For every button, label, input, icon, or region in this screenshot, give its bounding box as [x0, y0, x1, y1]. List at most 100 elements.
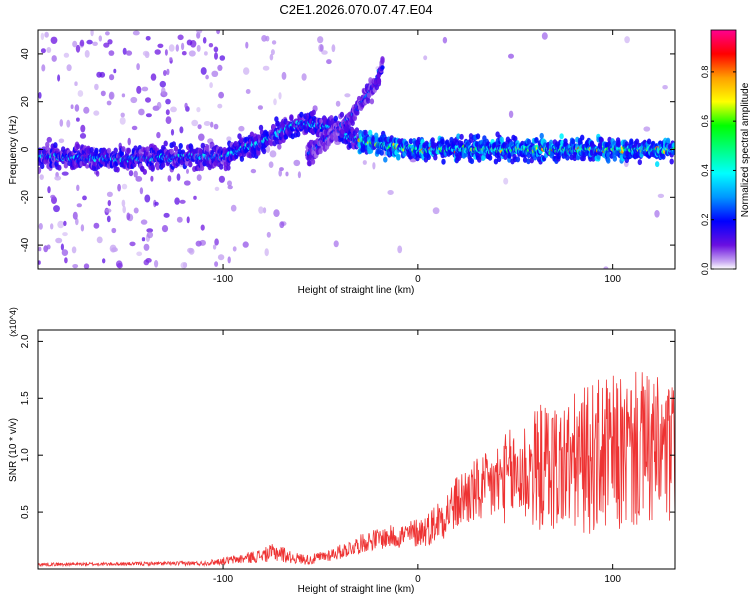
colorbar-label: Normalized spectral amplitude — [740, 82, 750, 217]
spectrogram-track-cell — [441, 158, 446, 165]
spectrogram-noise-cell — [109, 244, 117, 253]
spectrogram-noise-cell — [226, 136, 232, 142]
spectrogram-noise-cell — [195, 240, 202, 247]
spectrogram-noise-cell — [95, 170, 100, 177]
spectrogram-noise-cell — [186, 216, 190, 224]
spectrogram-track-cell — [233, 140, 238, 147]
spectrogram-noise-cell — [218, 175, 225, 183]
snr-panel: -100 0 100 0.5 1.0 1.5 2.0 Height of straight … — [8, 307, 676, 595]
spectrogram-noise-cell — [79, 133, 87, 139]
snr-xtick-label: -100 — [213, 574, 233, 585]
spectrogram-noise-cell — [119, 117, 126, 125]
spectrogram-noise-cell — [297, 171, 301, 179]
spectrogram-track-cell — [115, 166, 120, 173]
spectrogram-noise-cell — [273, 209, 280, 218]
spectrogram-noise-cell — [423, 55, 428, 61]
spectrogram-noise-cell — [219, 55, 226, 61]
spectrogram-track-cell — [669, 158, 674, 165]
spectrogram-noise-cell — [167, 175, 172, 182]
spectrogram-noise-cell — [257, 105, 263, 110]
spectrogram-noise-cell — [66, 64, 72, 72]
snr-ytick-label: 1.5 — [20, 391, 31, 405]
spectrogram-noise-cell — [217, 64, 223, 71]
spectrogram-noise-cell — [176, 216, 183, 223]
spectrogram-noise-cell — [76, 117, 80, 122]
spectrogram-track-cell — [258, 124, 264, 131]
spectrogram-track-cell — [269, 140, 274, 147]
spectrogram-noise-cell — [54, 175, 62, 181]
spectrogram-track-cell — [339, 111, 345, 118]
spectrogram-noise-cell — [442, 36, 448, 44]
spectrogram-noise-cell — [144, 194, 151, 203]
spectrogram-noise-cell — [111, 227, 117, 234]
spectrogram-noise-cell — [184, 102, 188, 109]
snr-xtick-label: 0 — [415, 574, 421, 585]
spectrogram-ytick-label: 0 — [20, 146, 31, 152]
spectrogram-noise-cell — [217, 103, 223, 109]
spectrogram-track-cell — [665, 137, 671, 144]
spectrogram-track-cell — [440, 138, 445, 145]
spectrogram-noise-cell — [196, 44, 201, 52]
spectrogram-noise-cell — [150, 175, 154, 182]
spectrogram-track-cell — [629, 138, 634, 145]
spectrogram-track-cell — [612, 155, 617, 162]
spectrogram-noise-cell — [38, 92, 42, 99]
colorbar-tick-label: 0.2 — [700, 213, 710, 226]
spectrogram-track-cell — [456, 133, 461, 140]
spectrogram-noise-cell — [271, 40, 277, 45]
spectrogram-track-cell — [333, 115, 338, 122]
spectrogram-noise-cell — [508, 53, 514, 59]
spectrogram-noise-cell — [232, 246, 237, 252]
spectrogram-noise-cell — [317, 36, 324, 44]
spectrogram-noise-cell — [281, 71, 287, 80]
spectrogram-track-cell — [354, 127, 360, 134]
spectrogram-noise-cell — [136, 63, 140, 71]
spectrogram-noise-cell — [38, 223, 43, 230]
spectrogram-track-cell — [637, 159, 642, 166]
spectrogram-noise-cell — [164, 49, 168, 56]
spectrogram-noise-cell — [64, 257, 68, 264]
spectrogram-noise-cell — [105, 208, 112, 213]
spectrogram-track-cell — [661, 153, 666, 160]
spectrogram-noise-cell — [121, 199, 126, 207]
spectrogram-noise-cell — [321, 50, 328, 55]
spectrogram-noise-cell — [80, 224, 85, 232]
spectrogram-noise-cell — [93, 110, 100, 116]
spectrogram-noise-cell — [209, 82, 213, 89]
spectrogram-track-cell — [634, 138, 640, 145]
spectrogram-noise-cell — [177, 34, 184, 41]
spectrogram-noise-cell — [270, 49, 275, 56]
spectrogram-noise-cell — [203, 121, 211, 126]
spectrogram-noise-cell — [57, 74, 61, 82]
spectrogram-track-cell — [318, 148, 323, 155]
spectrogram-noise-cell — [46, 136, 52, 143]
spectrogram-noise-cell — [245, 89, 251, 94]
spectrogram-noise-cell — [150, 73, 157, 81]
spectrogram-noise-cell — [278, 92, 282, 100]
spectrogram-noise-cell — [72, 40, 78, 48]
spectrogram-noise-cell — [76, 203, 83, 208]
spectrogram-noise-cell — [100, 90, 106, 97]
spectrogram-noise-cell — [227, 185, 233, 190]
spectrogram-track-cell — [169, 148, 174, 155]
spectrogram-noise-cell — [106, 191, 113, 197]
spectrogram-noise-cell — [654, 210, 660, 218]
spectrogram-noise-cell — [188, 248, 195, 255]
spectrogram-noise-cell — [186, 39, 193, 46]
spectrogram-noise-cell — [117, 183, 121, 192]
spectrogram-track-cell — [599, 137, 604, 144]
spectrogram-track-cell — [529, 157, 534, 164]
spectrogram-noise-cell — [106, 100, 112, 106]
spectrogram-noise-cell — [202, 37, 207, 44]
spectrogram-noise-cell — [38, 260, 41, 265]
spectrogram-noise-cell — [80, 124, 86, 133]
spectrogram-noise-cell — [59, 119, 64, 127]
snr-ytick-label: 2.0 — [20, 334, 31, 348]
spectrogram-noise-cell — [120, 112, 125, 118]
spectrogram-noise-cell — [72, 264, 79, 269]
spectrogram-xtick-label: 100 — [604, 274, 621, 285]
spectrogram-noise-cell — [143, 243, 150, 251]
spectrogram-track-cell — [606, 157, 611, 164]
spectrogram-noise-cell — [76, 184, 80, 191]
spectrogram-noise-cell — [250, 168, 257, 174]
